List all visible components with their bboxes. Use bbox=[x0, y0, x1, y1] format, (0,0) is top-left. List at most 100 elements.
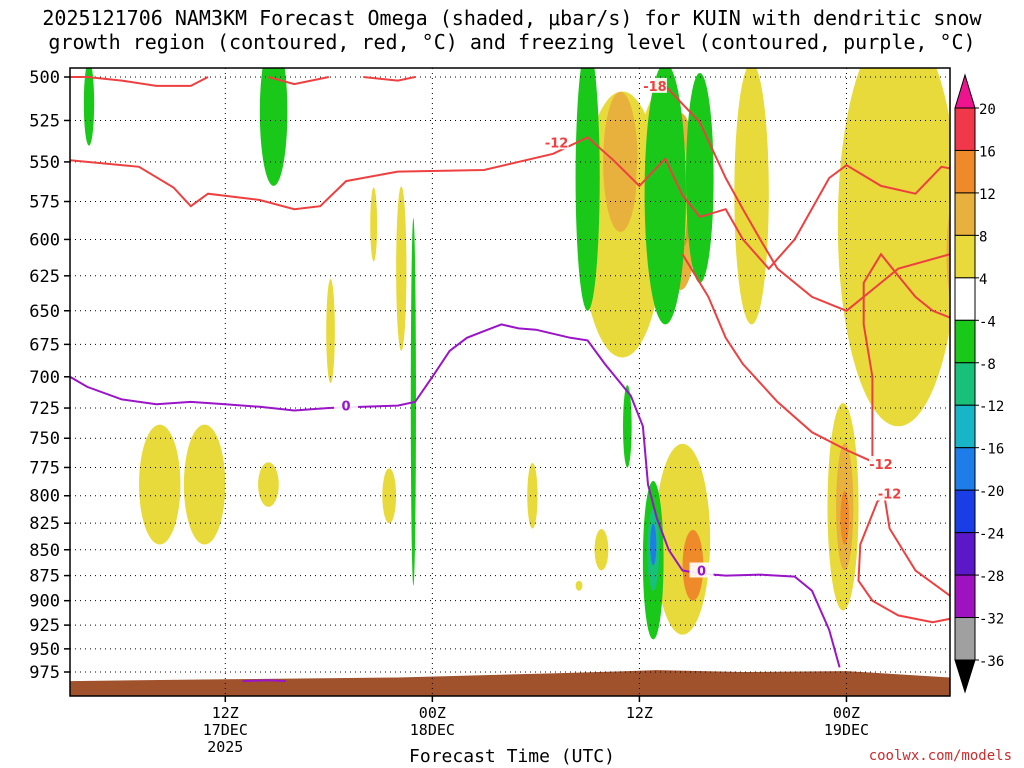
omega-region-10 bbox=[837, 68, 950, 427]
colorbar-bin-6 bbox=[954, 362, 976, 406]
colorbar-label-7: -12 bbox=[979, 399, 1004, 415]
omega-region-6 bbox=[644, 68, 686, 325]
colorbar-bin-10 bbox=[954, 532, 976, 576]
omega-region-8 bbox=[686, 73, 714, 283]
omega-region-23 bbox=[654, 443, 711, 635]
y-tick-label-925: 925 bbox=[29, 616, 60, 636]
y-tick-label-900: 900 bbox=[29, 592, 60, 612]
omega-region-27 bbox=[840, 490, 850, 545]
x-tick-label-12-1: 18DEC bbox=[410, 721, 455, 739]
colorbar-bin-3 bbox=[954, 234, 976, 279]
omega-region-19 bbox=[382, 468, 397, 524]
colorbar-label-5: -4 bbox=[979, 314, 996, 330]
colorbar-bin-4 bbox=[954, 277, 976, 321]
omega-region-20 bbox=[594, 529, 609, 571]
colorbar-label-13: -36 bbox=[979, 654, 1004, 670]
colorbar-label-11: -28 bbox=[979, 569, 1004, 585]
x-tick-label-24-0: 12Z bbox=[626, 704, 653, 722]
contour-dgz-minus12-lower bbox=[681, 252, 950, 464]
y-tick-label-825: 825 bbox=[29, 514, 60, 534]
x-tick-label-36-1: 19DEC bbox=[824, 721, 869, 739]
credit-text: coolwx.com/models bbox=[868, 748, 1012, 764]
colorbar-bin-11 bbox=[954, 574, 976, 619]
omega-region-36 bbox=[326, 279, 335, 384]
y-tick-label-800: 800 bbox=[29, 487, 60, 507]
x-tick-label-12-0: 00Z bbox=[419, 704, 446, 722]
contour-label-4: 0 bbox=[342, 400, 351, 415]
y-tick-label-675: 675 bbox=[29, 335, 60, 355]
contour-label-2: -12 bbox=[869, 458, 893, 473]
colorbar-label-4: 4 bbox=[979, 272, 987, 288]
omega-region-18 bbox=[258, 462, 279, 507]
colorbar-bin-12 bbox=[954, 617, 976, 661]
y-tick-label-950: 950 bbox=[29, 640, 60, 660]
y-tick-label-550: 550 bbox=[29, 153, 60, 173]
chart-title-line2: growth region (contoured, red, °C) and f… bbox=[48, 30, 976, 54]
x-tick-label-0-0: 12Z bbox=[212, 704, 239, 722]
colorbar-bin-0 bbox=[954, 107, 976, 151]
contour-label-3: -12 bbox=[878, 488, 902, 503]
omega-region-33 bbox=[83, 68, 95, 146]
colorbar-top-arrow bbox=[954, 73, 976, 109]
terrain-fill bbox=[70, 670, 950, 696]
omega-region-17 bbox=[183, 424, 226, 545]
colorbar-label-6: -8 bbox=[979, 357, 996, 373]
omega-region-14 bbox=[985, 109, 1024, 484]
colorbar-label-9: -20 bbox=[979, 484, 1004, 500]
x-axis-label: Forecast Time (UTC) bbox=[409, 746, 615, 767]
contour-label-1: -12 bbox=[545, 136, 569, 151]
colorbar-label-3: 8 bbox=[979, 229, 987, 245]
contour-dgz-minus12-upper bbox=[70, 136, 950, 271]
y-tick-label-500: 500 bbox=[29, 68, 60, 88]
contour-freezing-level-surface bbox=[242, 679, 286, 683]
y-tick-label-775: 775 bbox=[29, 458, 60, 478]
colorbar-bin-7 bbox=[954, 404, 976, 449]
omega-region-7 bbox=[575, 68, 600, 311]
colorbar-bin-2 bbox=[954, 192, 976, 236]
colorbar-bottom-arrow bbox=[954, 659, 976, 694]
omega-region-9 bbox=[734, 68, 769, 325]
chart-title-line1: 2025121706 NAM3KM Forecast Omega (shaded… bbox=[42, 6, 982, 30]
y-tick-label-575: 575 bbox=[29, 193, 60, 213]
colorbar-bin-1 bbox=[954, 149, 976, 194]
contour-label-5: 0 bbox=[697, 564, 706, 579]
omega-region-31 bbox=[623, 385, 632, 468]
y-tick-label-725: 725 bbox=[29, 399, 60, 419]
y-tick-label-850: 850 bbox=[29, 541, 60, 561]
x-tick-label-0-1: 17DEC bbox=[203, 721, 248, 739]
colorbar-label-10: -24 bbox=[979, 527, 1004, 543]
colorbar-bin-9 bbox=[954, 489, 976, 534]
y-tick-label-975: 975 bbox=[29, 663, 60, 683]
colorbar-bin-5 bbox=[954, 319, 976, 364]
y-tick-label-875: 875 bbox=[29, 567, 60, 587]
contour-dgz-minus12-topmid bbox=[268, 76, 330, 86]
contour-dgz-minus12-mid bbox=[664, 85, 950, 312]
plot-area: -18 -12 -12 -12 0 0 bbox=[70, 68, 1024, 696]
contour-dgz-minus12-closed bbox=[857, 493, 950, 624]
colorbar-label-0: 20 bbox=[979, 102, 996, 118]
omega-region-32 bbox=[259, 68, 288, 186]
omega-region-16 bbox=[139, 424, 181, 545]
y-tick-label-700: 700 bbox=[29, 368, 60, 388]
omega-region-30 bbox=[650, 523, 657, 566]
contour-label-0: -18 bbox=[643, 80, 667, 95]
omega-region-37 bbox=[396, 186, 407, 351]
omega-region-21 bbox=[575, 580, 583, 591]
colorbar-label-8: -16 bbox=[979, 442, 1004, 458]
y-tick-label-650: 650 bbox=[29, 302, 60, 322]
colorbar-label-1: 16 bbox=[979, 144, 996, 160]
y-tick-label-525: 525 bbox=[29, 111, 60, 131]
y-tick-label-600: 600 bbox=[29, 230, 60, 250]
contour-dgz-minus12-topleft bbox=[70, 76, 209, 87]
colorbar-label-12: -32 bbox=[979, 612, 1004, 628]
y-tick-label-750: 750 bbox=[29, 429, 60, 449]
x-tick-label-36-0: 00Z bbox=[833, 704, 860, 722]
y-tick-label-625: 625 bbox=[29, 267, 60, 287]
x-tick-label-0-2: 2025 bbox=[207, 738, 243, 756]
omega-region-35 bbox=[370, 187, 378, 262]
omega-region-22 bbox=[527, 462, 538, 529]
plot-frame bbox=[69, 67, 951, 697]
contour-dgz-minus12-topc bbox=[363, 76, 416, 82]
omega-region-13 bbox=[1016, 102, 1024, 254]
